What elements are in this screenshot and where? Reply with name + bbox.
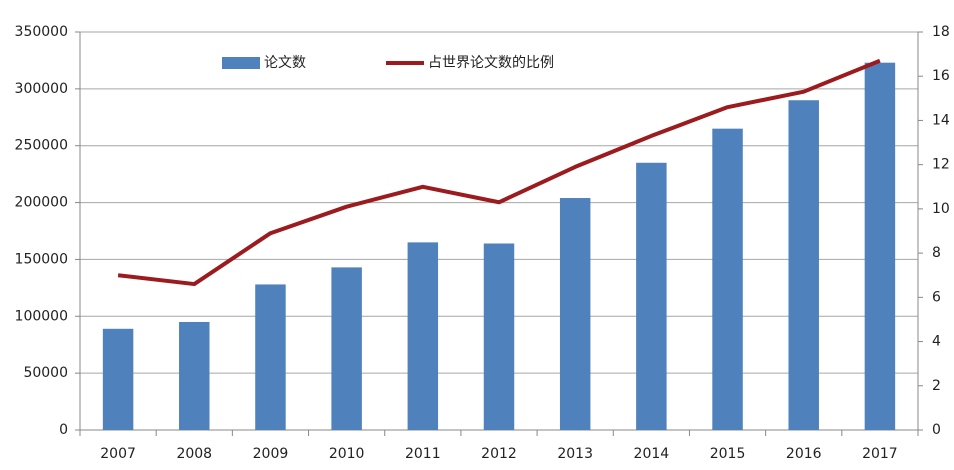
x-tick-label: 2007 [100,446,136,462]
x-tick-label: 2017 [862,446,898,462]
y2-tick-label: 12 [932,157,950,173]
x-tick-label: 2016 [786,446,822,462]
x-tick-label: 2008 [176,446,212,462]
bar [407,242,439,430]
x-tick-label: 2014 [634,446,670,462]
y2-tick-label: 18 [932,24,950,40]
legend-label: 论文数 [264,55,306,71]
x-tick-label: 2013 [557,446,593,462]
bar [864,62,896,431]
y2-tick-label: 14 [932,112,950,128]
x-tick-label: 2012 [481,446,517,462]
bar [712,128,743,430]
legend-label: 占世界论文数的比例 [428,55,554,71]
bar [559,198,591,430]
bar [483,243,515,430]
bar [255,284,286,430]
y-tick-label: 200000 [15,195,68,211]
y-tick-label: 150000 [15,251,68,267]
y2-tick-label: 2 [932,378,941,394]
y-tick-label: 250000 [15,138,68,154]
y-tick-label: 350000 [15,24,68,40]
x-tick-label: 2015 [710,446,746,462]
bar [636,162,667,430]
y2-tick-label: 4 [932,334,941,350]
y2-tick-label: 16 [932,68,950,84]
y-tick-label: 100000 [15,308,68,324]
x-tick-label: 2011 [405,446,441,462]
bar [788,100,819,430]
y-tick-label: 300000 [15,81,68,97]
bar [102,328,134,430]
y2-tick-label: 10 [932,201,950,217]
x-tick-label: 2009 [253,446,289,462]
bar [179,321,210,430]
bar [331,267,362,430]
y-tick-label: 50000 [23,365,68,381]
legend-swatch [222,57,260,69]
line [117,58,881,287]
y2-tick-label: 6 [932,289,941,305]
y-tick-label: 0 [59,422,68,438]
y2-tick-label: 0 [932,422,941,438]
x-tick-label: 2010 [329,446,365,462]
y2-tick-label: 8 [932,245,941,261]
